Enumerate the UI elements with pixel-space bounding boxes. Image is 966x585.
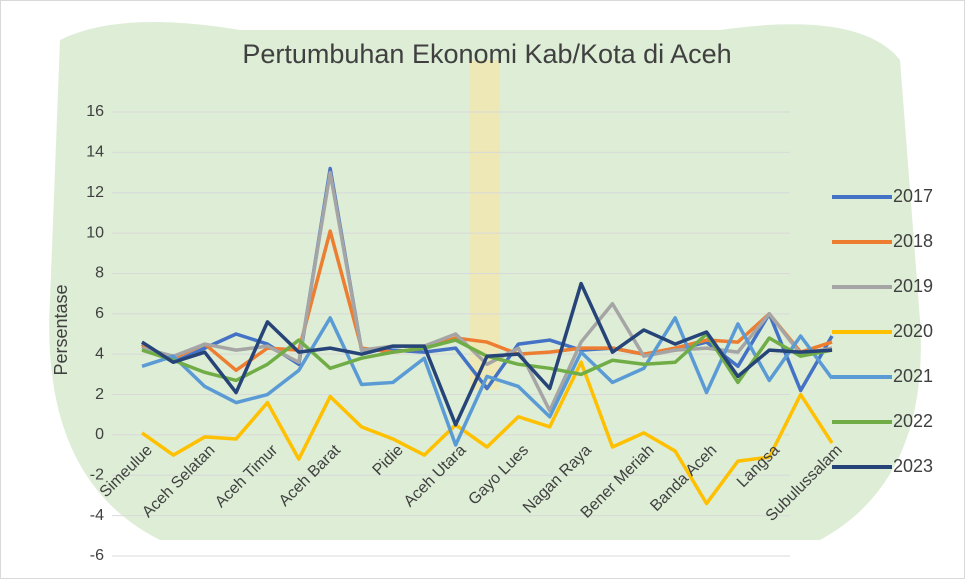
legend-label: 2017 xyxy=(893,186,933,206)
y-tick-label: 10 xyxy=(86,224,104,241)
y-axis-label: Persentase xyxy=(51,284,71,375)
legend-label: 2019 xyxy=(893,276,933,296)
y-tick-label: 4 xyxy=(95,345,104,362)
y-tick-label: -2 xyxy=(90,466,104,483)
y-tick-label: 0 xyxy=(95,426,104,443)
y-tick-label: 6 xyxy=(95,305,104,322)
y-tick-label: 8 xyxy=(95,265,104,282)
y-tick-label: -4 xyxy=(90,507,104,524)
y-tick-label: 2 xyxy=(95,386,104,403)
legend-label: 2022 xyxy=(893,411,933,431)
y-tick-label: 16 xyxy=(86,103,104,120)
legend-label: 2020 xyxy=(893,321,933,341)
legend-label: 2018 xyxy=(893,231,933,251)
y-tick-label: 12 xyxy=(86,184,104,201)
legend-label: 2021 xyxy=(893,366,933,386)
chart: Pertumbuhan Ekonomi Kab/Kota di Aceh Per… xyxy=(0,0,966,580)
y-tick-label: -6 xyxy=(90,547,104,564)
legend-label: 2023 xyxy=(893,456,933,476)
y-tick-label: 14 xyxy=(86,144,104,161)
chart-title: Pertumbuhan Ekonomi Kab/Kota di Aceh xyxy=(242,39,731,69)
